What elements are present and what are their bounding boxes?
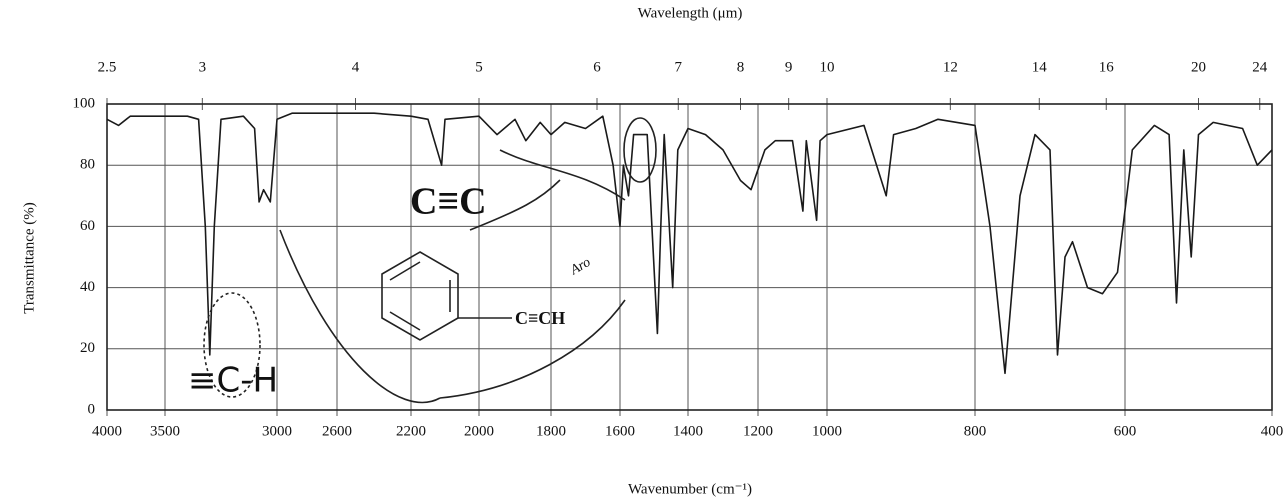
x2-tick-label: 9 [785,59,793,75]
annotation: C≡C [410,181,487,223]
y-tick-label: 80 [80,157,95,173]
x2-tick-label: 6 [593,59,601,75]
x-tick-label: 4000 [92,423,122,439]
x-tick-label: 2600 [322,423,352,439]
y-tick-label: 60 [80,218,95,234]
x-tick-label: 1800 [536,423,566,439]
x-tick-label: 400 [1261,423,1284,439]
y-tick-label: 40 [80,279,95,295]
y-tick-label: 20 [80,340,95,356]
annotation: Aro [567,255,593,279]
top-axis-title: Wavelength (μm) [638,5,743,21]
x2-tick-label: 5 [475,59,483,75]
x2-tick-label: 20 [1191,59,1206,75]
x2-tick-label: 12 [943,59,958,75]
x-tick-label: 600 [1114,423,1137,439]
x2-tick-label: 14 [1032,59,1048,75]
x-tick-label: 1000 [812,423,842,439]
spectrum-line [106,112,1273,375]
y-tick-label: 0 [88,401,96,417]
x-tick-label: 1200 [743,423,773,439]
x-tick-label: 3500 [150,423,180,439]
x-tick-label: 3000 [262,423,292,439]
x2-tick-label: 10 [820,59,835,75]
x2-tick-label: 8 [737,59,745,75]
benzene-drawing [203,117,657,404]
x-tick-label: 2200 [396,423,426,439]
y-tick-label: 100 [73,95,96,111]
x2-tick-label: 2.5 [98,59,117,75]
x2-tick-label: 3 [199,59,207,75]
plot: 0 20 40 60 80 100 4000 3500 3000 2600 2200 2000 1800… [73,59,1284,439]
x-axis-title: Wavenumber (cm⁻¹) [628,481,752,497]
x-tick-label: 1400 [673,423,703,439]
x-tick-label: 2000 [464,423,494,439]
annotation: C≡CH [515,308,565,328]
plot-frame [106,103,1273,411]
x2-tick-label: 4 [352,59,360,75]
x2-tick-label: 16 [1099,59,1115,75]
x2-tick-label: 7 [675,59,683,75]
y-axis-title: Transmittance (%) [21,202,37,314]
annotation: ≡C-H [188,361,278,401]
x-tick-label: 800 [964,423,987,439]
x-tick-label: 1600 [605,423,635,439]
x2-tick-label: 24 [1252,59,1268,75]
